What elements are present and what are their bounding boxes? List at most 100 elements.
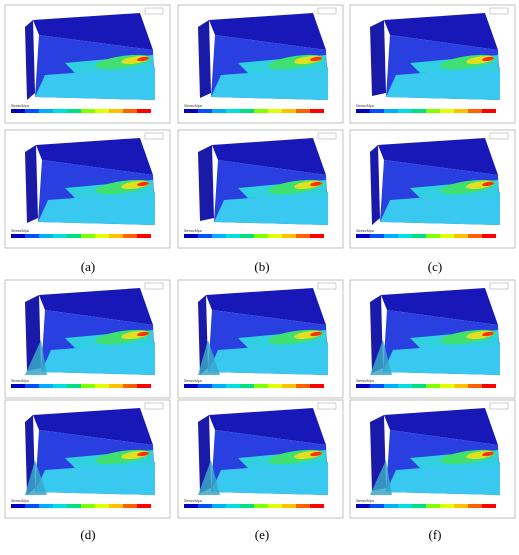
simulation-panel: Stress/Mpa — [4, 399, 171, 519]
colorbar-cell — [25, 384, 39, 388]
stress-band-red — [310, 331, 322, 337]
simulation-panel: Stress/Mpa — [177, 129, 344, 249]
panel-label: (f) — [429, 527, 442, 542]
colorbar-cell — [468, 504, 482, 508]
legend-title: Stress/Mpa — [356, 499, 374, 503]
colorbar-cell — [137, 109, 151, 113]
colorbar-cell — [384, 234, 398, 238]
colorbar-cell — [123, 384, 137, 388]
logo — [489, 282, 509, 290]
model-side — [25, 145, 38, 223]
stress-band-light — [35, 67, 155, 100]
colorbar-cell — [370, 384, 384, 388]
colorbar-cell — [468, 384, 482, 388]
colorbar-cell — [226, 234, 240, 238]
colorbar-cell — [268, 504, 282, 508]
model-top — [33, 13, 153, 50]
colorbar-cell — [226, 384, 240, 388]
colorbar-cell — [310, 234, 324, 238]
colorbar-cell — [184, 109, 198, 113]
colorbar-cell — [482, 384, 496, 388]
colorbar-cell — [268, 234, 282, 238]
logo — [317, 282, 337, 290]
model-support — [370, 340, 392, 375]
colorbar-cell — [198, 504, 212, 508]
model-top — [212, 138, 326, 175]
logo — [317, 7, 337, 15]
colorbar-cell — [398, 384, 412, 388]
model-top — [33, 408, 153, 445]
simulation-panel: Stress/Mpa — [4, 279, 171, 399]
colorbar-cell — [123, 109, 137, 113]
logo — [489, 7, 509, 15]
model-side — [370, 20, 386, 96]
colorbar-cell — [254, 504, 268, 508]
colorbar-cell — [11, 234, 25, 238]
model-top — [209, 408, 326, 445]
stress-band-light — [386, 67, 500, 100]
colorbar-cell — [123, 504, 137, 508]
colorbar-cell — [184, 234, 198, 238]
colorbar-cell — [482, 504, 496, 508]
stress-band-red — [482, 451, 494, 457]
colorbar-cell — [282, 234, 296, 238]
colorbar-cell — [454, 109, 468, 113]
colorbar-cell — [282, 384, 296, 388]
colorbar-cell — [109, 384, 123, 388]
colorbar-cell — [282, 109, 296, 113]
legend-title: Stress/Mpa — [11, 229, 29, 233]
colorbar-cell — [296, 384, 310, 388]
colorbar-cell — [440, 234, 454, 238]
colorbar-cell — [95, 234, 109, 238]
colorbar-cell — [296, 504, 310, 508]
logo — [144, 7, 164, 15]
colorbar-cell — [412, 504, 426, 508]
colorbar-cell — [254, 384, 268, 388]
stress-band-red — [137, 181, 149, 187]
colorbar-cell — [212, 384, 226, 388]
colorbar-cell — [356, 109, 370, 113]
stress-band-light — [41, 342, 155, 375]
colorbar-cell — [198, 384, 212, 388]
stress-band-light — [214, 192, 328, 225]
stress-band-light — [380, 192, 500, 225]
colorbar-cell — [384, 109, 398, 113]
legend-title: Stress/Mpa — [11, 104, 29, 108]
logo — [317, 132, 337, 140]
colorbar-cell — [95, 109, 109, 113]
stress-band-light — [35, 462, 155, 495]
colorbar-cell — [109, 234, 123, 238]
logo — [489, 132, 509, 140]
colorbar-cell — [440, 384, 454, 388]
model-top — [378, 138, 498, 175]
colorbar-cell — [440, 109, 454, 113]
colorbar-cell — [426, 109, 440, 113]
model-support — [198, 340, 220, 375]
stress-band-light — [38, 192, 155, 225]
colorbar-cell — [81, 504, 95, 508]
colorbar-cell — [39, 384, 53, 388]
colorbar-cell — [184, 504, 198, 508]
colorbar-cell — [356, 504, 370, 508]
colorbar-cell — [426, 504, 440, 508]
colorbar-cell — [370, 234, 384, 238]
colorbar-cell — [412, 109, 426, 113]
colorbar-cell — [240, 504, 254, 508]
colorbar-cell — [11, 384, 25, 388]
simulation-panel: Stress/Mpa — [349, 4, 516, 124]
colorbar-cell — [398, 504, 412, 508]
colorbar-cell — [268, 384, 282, 388]
colorbar-cell — [468, 109, 482, 113]
colorbar-cell — [454, 384, 468, 388]
colorbar-cell — [482, 109, 496, 113]
legend-title: Stress/Mpa — [11, 379, 29, 383]
colorbar-cell — [53, 504, 67, 508]
stress-band-red — [137, 331, 149, 337]
legend-title: Stress/Mpa — [184, 499, 202, 503]
colorbar-cell — [123, 234, 137, 238]
panel-label: (c) — [428, 259, 442, 274]
colorbar-cell — [53, 109, 67, 113]
model-top — [384, 408, 498, 445]
stress-band-red — [310, 451, 322, 457]
colorbar-cell — [370, 109, 384, 113]
